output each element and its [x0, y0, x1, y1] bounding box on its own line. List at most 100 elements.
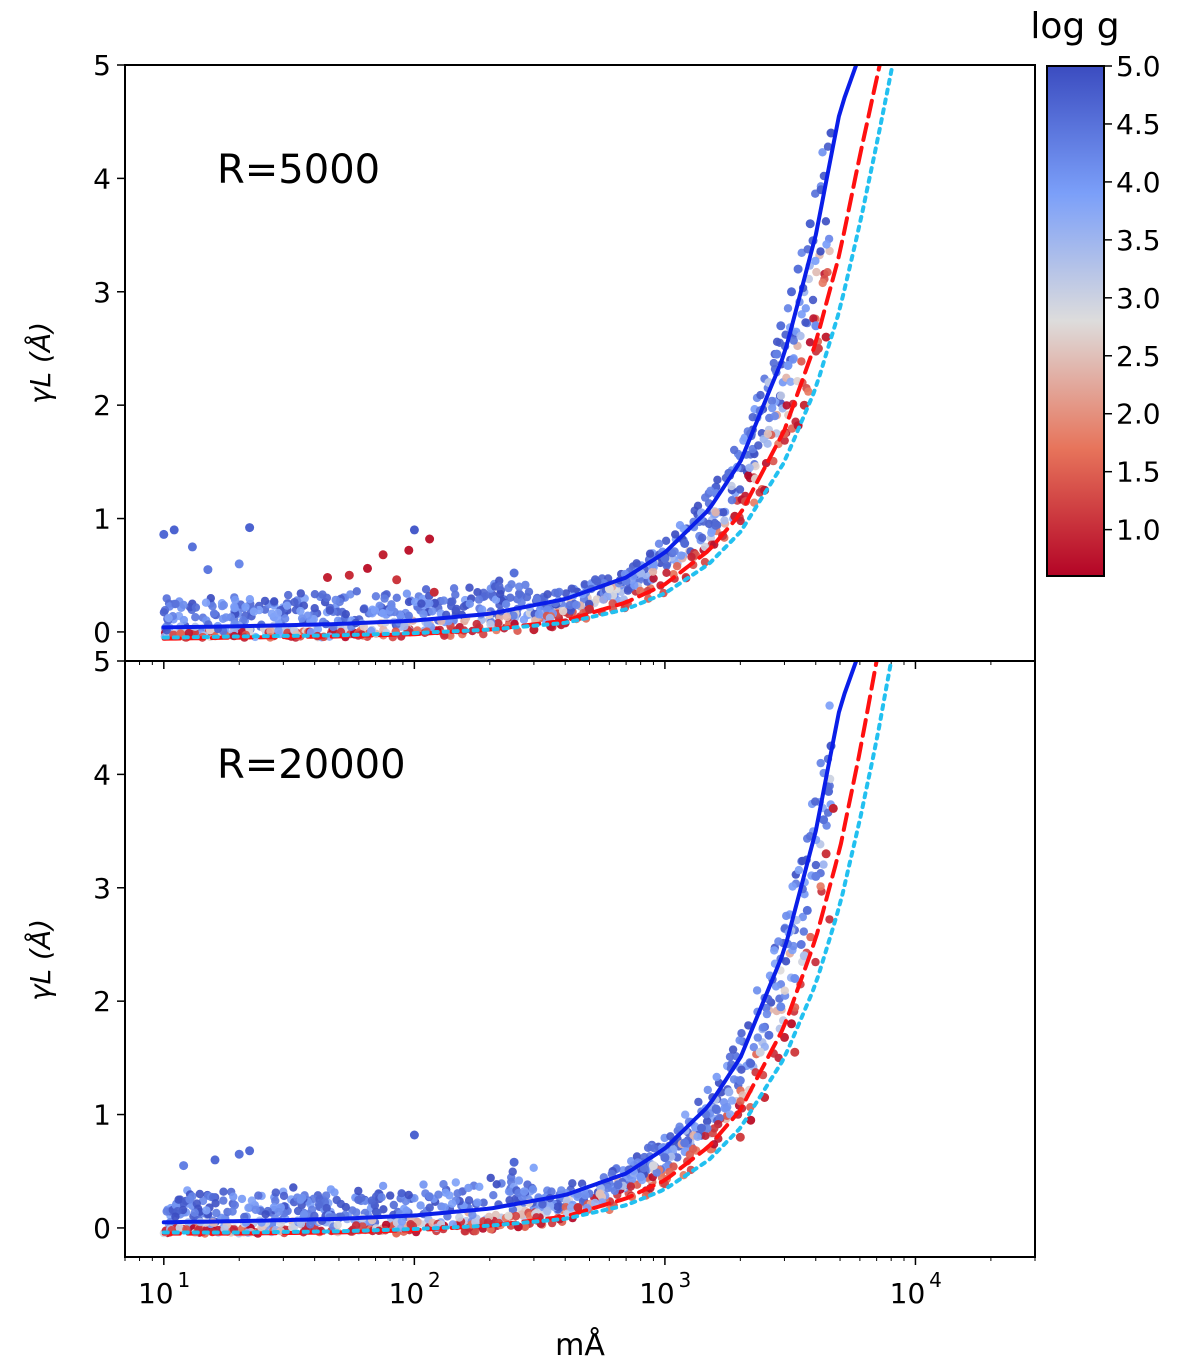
scatter-point-outlier	[509, 1157, 519, 1167]
scatter-point	[346, 590, 355, 599]
scatter-point	[801, 304, 810, 313]
scatter-point	[662, 561, 671, 570]
scatter-point	[626, 1182, 636, 1191]
scatter-point-outlier	[234, 559, 244, 569]
scatter-point-outlier	[245, 1146, 255, 1156]
y-tick-label: 3	[93, 276, 111, 309]
scatter-point	[290, 598, 299, 607]
scatter-point	[745, 463, 754, 472]
scatter-point	[428, 607, 437, 616]
scatter-point	[425, 599, 434, 608]
scatter-point	[561, 589, 571, 598]
scatter-point-outlier	[680, 539, 690, 548]
scatter-point	[472, 619, 481, 629]
scatter-point	[648, 567, 658, 576]
scatter-point	[179, 600, 188, 610]
scatter-point-outlier	[169, 525, 179, 535]
scatter-point	[749, 1043, 758, 1052]
scatter-point	[282, 601, 292, 610]
scatter-point-outlier	[404, 545, 414, 555]
panel-top-fits	[161, 65, 895, 641]
scatter-point	[191, 613, 200, 622]
scatter-point	[506, 593, 515, 602]
scatter-point-outlier	[660, 1153, 670, 1163]
scatter-point	[505, 1196, 514, 1205]
scatter-point	[313, 625, 323, 634]
scatter-point	[737, 1065, 746, 1074]
scatter-point	[632, 559, 641, 568]
scatter-point	[330, 1188, 339, 1197]
scatter-point	[416, 1201, 425, 1210]
scatter-point	[816, 247, 825, 256]
scatter-point	[465, 583, 474, 592]
scatter-point	[710, 1124, 719, 1133]
scatter-point	[371, 592, 381, 601]
scatter-point	[572, 600, 581, 610]
colorbar: log g 5.0 4.5 4.0 3.5 3.0 2.5 2.0 1.5 1.0	[1030, 6, 1161, 577]
scatter-point-outlier	[787, 1019, 796, 1029]
scatter-point	[502, 612, 512, 622]
scatter-point	[623, 586, 633, 595]
scatter-point	[681, 1110, 690, 1119]
panel-bottom-ylabel: γL (Å)	[23, 919, 57, 1001]
scatter-point	[693, 501, 703, 510]
x-tick-exponent: 3	[679, 1268, 692, 1292]
scatter-point	[550, 588, 560, 597]
scatter-point	[195, 1189, 204, 1199]
scatter-point	[701, 493, 710, 502]
scatter-point	[603, 592, 612, 601]
scatter-point	[756, 390, 765, 400]
scatter-point-outlier	[793, 264, 803, 274]
scatter-point	[332, 1195, 341, 1205]
fit-line-solid	[161, 661, 859, 1225]
scatter-point	[237, 1194, 247, 1204]
scatter-point-outlier	[776, 1002, 786, 1012]
scatter-point	[296, 589, 305, 598]
scatter-point	[455, 1213, 464, 1222]
scatter-point	[523, 1180, 532, 1189]
scatter-point	[771, 982, 781, 991]
scatter-point	[558, 606, 568, 616]
scatter-point	[650, 1144, 659, 1153]
scatter-point	[811, 860, 821, 870]
scatter-point-outlier	[595, 1189, 605, 1199]
scatter-point	[489, 1191, 498, 1200]
scatter-point	[701, 1131, 710, 1141]
scatter-point	[515, 582, 524, 591]
y-tick-label: 0	[93, 1212, 111, 1245]
scatter-point	[592, 595, 602, 604]
scatter-point	[417, 599, 426, 608]
scatter-point	[471, 1227, 480, 1236]
scatter-point-outlier	[790, 974, 800, 983]
scatter-point	[378, 1181, 388, 1191]
y-tick-label: 5	[93, 49, 111, 82]
scatter-point	[528, 1185, 538, 1194]
colorbar-title: log g	[1030, 6, 1119, 47]
scatter-point	[451, 590, 460, 599]
scatter-point	[529, 1163, 538, 1173]
scatter-point	[321, 1191, 331, 1200]
scatter-point-outlier	[245, 523, 255, 533]
scatter-point	[768, 403, 777, 413]
scatter-point-outlier	[585, 604, 594, 614]
scatter-point	[492, 1180, 501, 1189]
scatter-point	[229, 1192, 238, 1201]
scatter-point	[675, 1122, 684, 1131]
scatter-point	[260, 596, 270, 606]
scatter-point	[534, 610, 544, 619]
scatter-point	[496, 589, 505, 599]
scatter-point-outlier	[409, 525, 419, 535]
scatter-point	[509, 611, 518, 620]
scatter-point	[468, 1210, 477, 1220]
scatter-point-outlier	[697, 1123, 706, 1133]
scatter-point	[179, 615, 189, 625]
y-tick-label: 3	[93, 872, 111, 905]
scatter-point	[801, 318, 810, 327]
scatter-point	[748, 413, 757, 422]
scatter-point	[303, 611, 312, 620]
scatter-point	[568, 1179, 577, 1188]
scatter-point	[811, 797, 820, 806]
scatter-point	[702, 1117, 712, 1126]
scatter-point	[700, 557, 710, 567]
scatter-point	[191, 603, 201, 612]
